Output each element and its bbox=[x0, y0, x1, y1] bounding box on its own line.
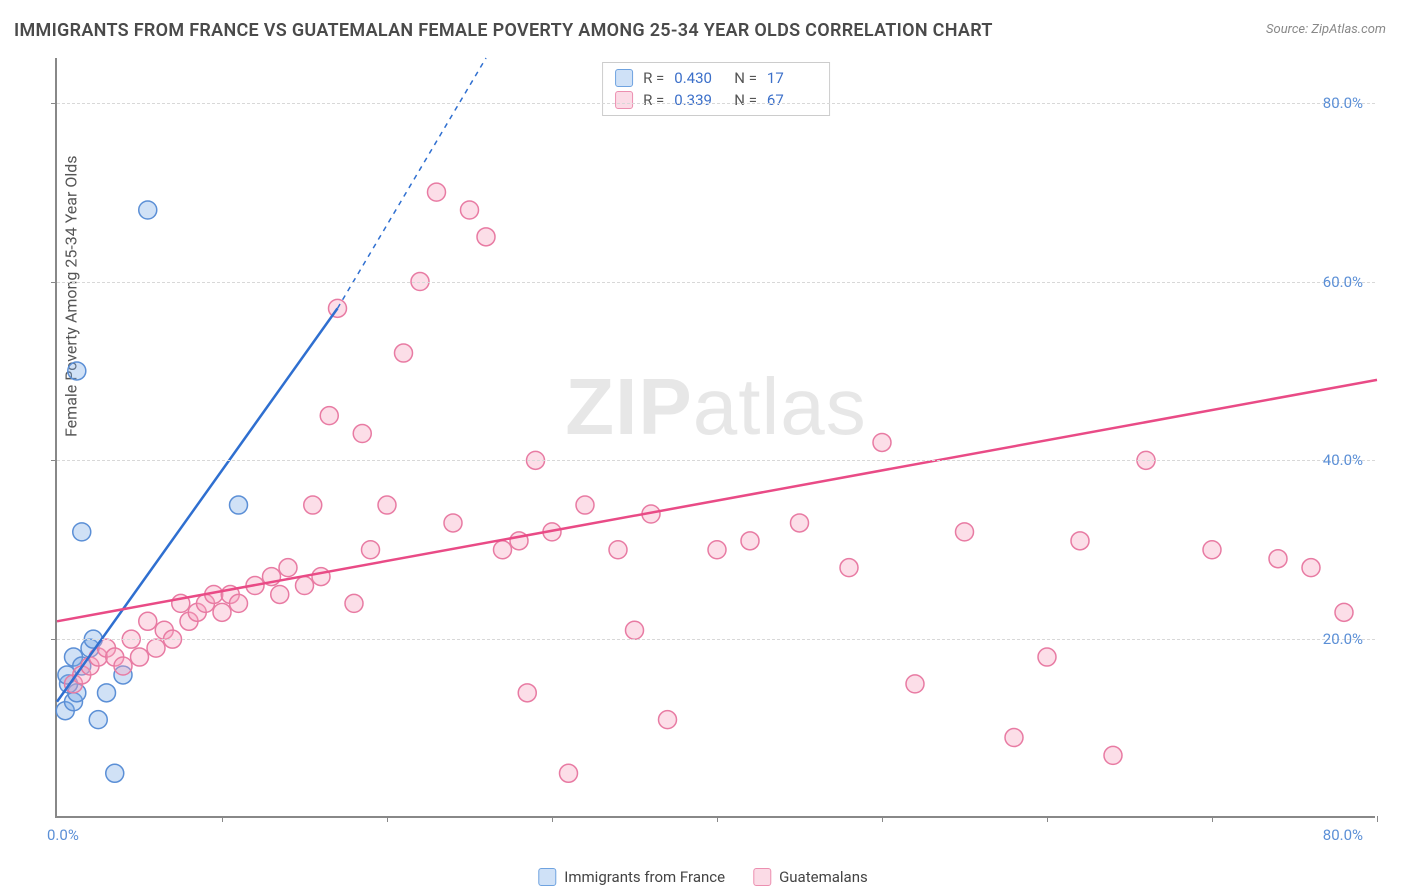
scatter-point bbox=[139, 612, 157, 630]
scatter-point bbox=[609, 541, 627, 559]
scatter-point bbox=[659, 711, 677, 729]
scatter-point bbox=[708, 541, 726, 559]
scatter-point bbox=[518, 684, 536, 702]
scatter-point bbox=[139, 201, 157, 219]
x-tick-min: 0.0% bbox=[47, 826, 79, 844]
scatter-point bbox=[312, 568, 330, 586]
scatter-point bbox=[230, 594, 248, 612]
y-tick-label: 60.0% bbox=[1323, 273, 1363, 291]
scatter-point bbox=[345, 594, 363, 612]
trendline-france-dashed bbox=[338, 58, 487, 308]
trendline-france bbox=[57, 308, 338, 701]
scatter-point bbox=[560, 764, 578, 782]
scatter-point bbox=[956, 523, 974, 541]
scatter-point bbox=[461, 201, 479, 219]
bottom-legend-item-guatemalans: Guatemalans bbox=[753, 868, 868, 886]
scatter-point bbox=[114, 657, 132, 675]
plot-area: Female Poverty Among 25-34 Year Olds ZIP… bbox=[55, 58, 1375, 818]
scatter-point bbox=[741, 532, 759, 550]
chart-svg bbox=[57, 58, 1375, 816]
scatter-point bbox=[378, 496, 396, 514]
scatter-point bbox=[320, 407, 338, 425]
scatter-point bbox=[906, 675, 924, 693]
scatter-point bbox=[296, 577, 314, 595]
scatter-point bbox=[68, 362, 86, 380]
scatter-point bbox=[1335, 603, 1353, 621]
bottom-legend: Immigrants from France Guatemalans bbox=[538, 868, 867, 886]
bottom-label-guatemalans: Guatemalans bbox=[779, 868, 868, 886]
scatter-point bbox=[395, 344, 413, 362]
scatter-point bbox=[1005, 729, 1023, 747]
scatter-point bbox=[362, 541, 380, 559]
scatter-point bbox=[131, 648, 149, 666]
scatter-point bbox=[1203, 541, 1221, 559]
scatter-point bbox=[213, 603, 231, 621]
scatter-point bbox=[444, 514, 462, 532]
scatter-point bbox=[89, 711, 107, 729]
scatter-point bbox=[477, 228, 495, 246]
gridline-h bbox=[57, 282, 1375, 283]
scatter-point bbox=[791, 514, 809, 532]
scatter-point bbox=[840, 559, 858, 577]
scatter-point bbox=[304, 496, 322, 514]
scatter-point bbox=[271, 585, 289, 603]
scatter-point bbox=[353, 425, 371, 443]
y-tick-label: 20.0% bbox=[1323, 630, 1363, 648]
scatter-point bbox=[279, 559, 297, 577]
scatter-point bbox=[1038, 648, 1056, 666]
bottom-label-france: Immigrants from France bbox=[564, 868, 725, 886]
y-tick-label: 40.0% bbox=[1323, 451, 1363, 469]
scatter-point bbox=[98, 684, 116, 702]
scatter-point bbox=[626, 621, 644, 639]
scatter-point bbox=[1071, 532, 1089, 550]
y-tick-label: 80.0% bbox=[1323, 94, 1363, 112]
trendline-guatemalans bbox=[57, 380, 1377, 621]
gridline-h bbox=[57, 103, 1375, 104]
bottom-swatch-guatemalans bbox=[753, 868, 771, 886]
source-label: Source: ZipAtlas.com bbox=[1266, 22, 1386, 37]
chart-title: IMMIGRANTS FROM FRANCE VS GUATEMALAN FEM… bbox=[14, 20, 993, 41]
scatter-point bbox=[576, 496, 594, 514]
scatter-point bbox=[106, 764, 124, 782]
scatter-point bbox=[1269, 550, 1287, 568]
x-tick-max: 80.0% bbox=[1323, 826, 1363, 844]
bottom-swatch-france bbox=[538, 868, 556, 886]
scatter-point bbox=[494, 541, 512, 559]
scatter-point bbox=[230, 496, 248, 514]
scatter-point bbox=[1302, 559, 1320, 577]
scatter-point bbox=[1104, 746, 1122, 764]
gridline-h bbox=[57, 460, 1375, 461]
scatter-point bbox=[428, 183, 446, 201]
scatter-point bbox=[73, 523, 91, 541]
scatter-point bbox=[147, 639, 165, 657]
gridline-h bbox=[57, 639, 1375, 640]
bottom-legend-item-france: Immigrants from France bbox=[538, 868, 725, 886]
scatter-point bbox=[873, 433, 891, 451]
